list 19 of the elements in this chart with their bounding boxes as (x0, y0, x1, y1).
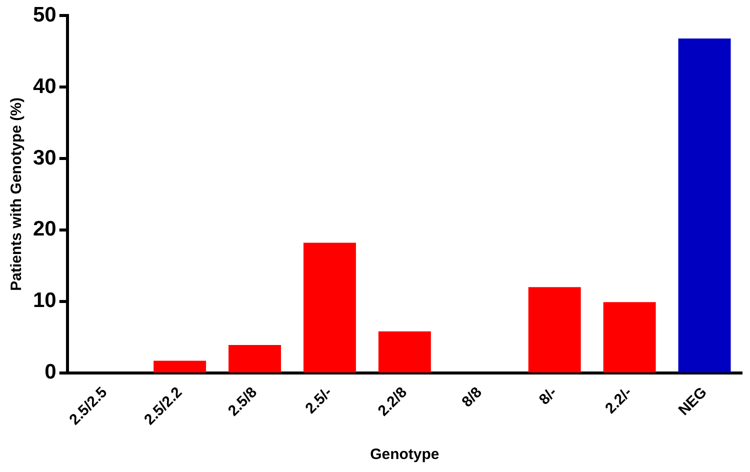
y-tick-label: 10 (33, 289, 56, 312)
x-tick-label: 8/8 (458, 384, 486, 411)
x-tick-label: 2.5/- (302, 384, 336, 418)
y-tick-label: 50 (33, 3, 56, 26)
y-tick-label: 40 (33, 74, 56, 98)
x-tick-label: 8/- (536, 384, 560, 408)
x-tick-label: 2.2/- (602, 384, 636, 418)
bar (528, 287, 581, 372)
y-tick-label: 0 (44, 360, 56, 384)
bar (228, 344, 281, 372)
x-axis-title: Genotype (370, 446, 440, 464)
y-tick-label: 30 (33, 146, 56, 170)
bar (603, 302, 656, 372)
bar (303, 242, 356, 372)
y-tick-label: 20 (33, 218, 56, 241)
y-axis-title: Patients with Genotype (%) (8, 98, 26, 291)
bar (678, 38, 731, 372)
bar (154, 360, 206, 372)
bar (378, 331, 431, 372)
